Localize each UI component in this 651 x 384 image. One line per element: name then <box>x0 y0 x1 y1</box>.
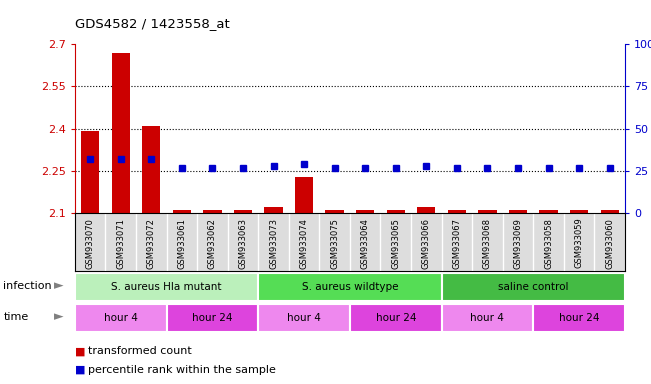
Bar <box>540 210 558 213</box>
Bar <box>81 131 100 213</box>
Bar <box>570 210 589 213</box>
Bar <box>533 304 625 331</box>
Text: hour 24: hour 24 <box>559 313 600 323</box>
Bar <box>75 304 167 331</box>
Bar <box>509 210 527 213</box>
Text: hour 4: hour 4 <box>471 313 505 323</box>
Text: transformed count: transformed count <box>88 346 191 356</box>
Bar <box>478 210 497 213</box>
Text: infection: infection <box>3 281 52 291</box>
Text: GSM933071: GSM933071 <box>117 218 125 268</box>
Text: hour 4: hour 4 <box>104 313 137 323</box>
Text: hour 24: hour 24 <box>376 313 416 323</box>
Text: GSM933067: GSM933067 <box>452 218 462 269</box>
Text: GSM933073: GSM933073 <box>269 218 278 269</box>
Text: GSM933058: GSM933058 <box>544 218 553 268</box>
Text: GSM933065: GSM933065 <box>391 218 400 268</box>
Text: GSM933061: GSM933061 <box>177 218 186 268</box>
Text: GSM933070: GSM933070 <box>86 218 94 268</box>
Text: GSM933063: GSM933063 <box>238 218 247 269</box>
Bar <box>295 177 313 213</box>
Bar <box>356 210 374 213</box>
Bar <box>387 210 405 213</box>
Bar <box>258 304 350 331</box>
Bar <box>441 304 533 331</box>
Text: GSM933064: GSM933064 <box>361 218 370 268</box>
Text: GSM933072: GSM933072 <box>146 218 156 268</box>
Text: time: time <box>3 312 29 322</box>
Text: ►: ► <box>54 280 64 293</box>
Bar <box>264 207 283 213</box>
Text: ►: ► <box>54 310 64 323</box>
Bar <box>173 210 191 213</box>
Text: GSM933060: GSM933060 <box>605 218 614 268</box>
Bar <box>326 210 344 213</box>
Text: GSM933075: GSM933075 <box>330 218 339 268</box>
Text: GSM933059: GSM933059 <box>575 218 583 268</box>
Bar <box>258 273 441 301</box>
Text: GSM933068: GSM933068 <box>483 218 492 269</box>
Text: hour 4: hour 4 <box>287 313 321 323</box>
Text: GSM933066: GSM933066 <box>422 218 431 269</box>
Bar <box>203 210 221 213</box>
Bar <box>75 273 258 301</box>
Bar <box>142 126 160 213</box>
Text: S. aureus wildtype: S. aureus wildtype <box>301 282 398 292</box>
Bar <box>441 273 625 301</box>
Text: ■: ■ <box>75 346 85 356</box>
Bar <box>234 210 252 213</box>
Text: ■: ■ <box>75 365 85 375</box>
Text: percentile rank within the sample: percentile rank within the sample <box>88 365 276 375</box>
Bar <box>448 210 466 213</box>
Text: S. aureus Hla mutant: S. aureus Hla mutant <box>111 282 222 292</box>
Text: hour 24: hour 24 <box>192 313 232 323</box>
Bar <box>417 207 436 213</box>
Bar <box>600 210 619 213</box>
Text: saline control: saline control <box>498 282 568 292</box>
Bar <box>167 304 258 331</box>
Bar <box>350 304 441 331</box>
Bar <box>111 53 130 213</box>
Text: GSM933074: GSM933074 <box>299 218 309 268</box>
Text: GSM933062: GSM933062 <box>208 218 217 268</box>
Text: GDS4582 / 1423558_at: GDS4582 / 1423558_at <box>75 17 230 30</box>
Text: GSM933069: GSM933069 <box>514 218 523 268</box>
